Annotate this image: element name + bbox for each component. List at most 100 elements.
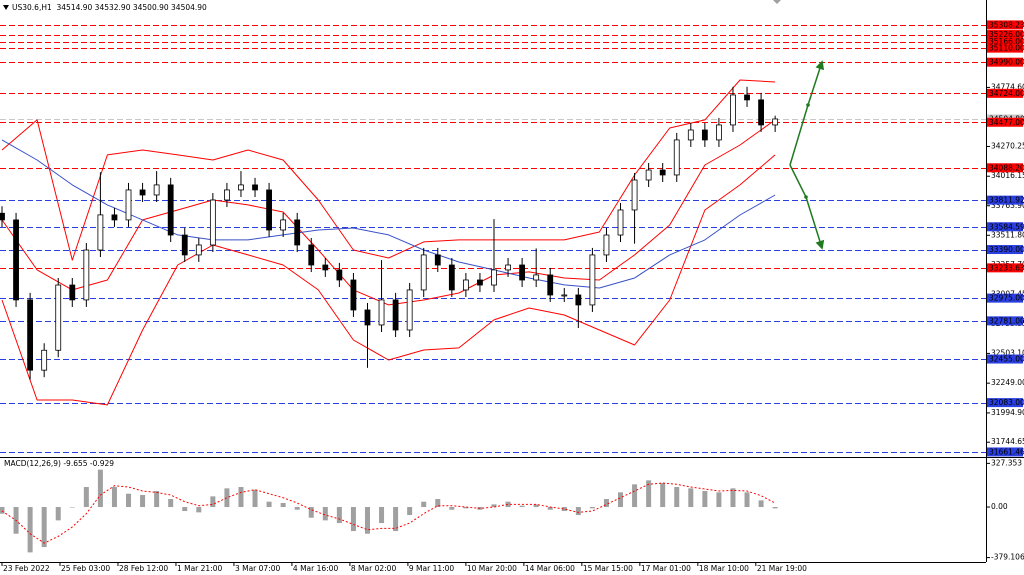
macd-bar — [224, 488, 230, 508]
macd-bar — [393, 507, 399, 532]
macd-bar — [238, 487, 244, 508]
level-label-box — [987, 195, 1023, 205]
macd-bar — [252, 489, 258, 508]
macd-bar — [294, 507, 300, 510]
level-label: 35166.00 — [989, 37, 1024, 46]
y-tick-label: -379.106 — [991, 553, 1024, 562]
level-label: 32781.00 — [989, 316, 1024, 325]
candle-body — [645, 169, 652, 181]
indicator-line — [1, 119, 776, 306]
candle-body — [280, 219, 287, 231]
candle-body — [111, 214, 118, 221]
candle-body — [167, 184, 174, 236]
x-tick-label: 25 Feb 03:00 — [61, 564, 110, 573]
x-tick-label: 28 Feb 12:00 — [119, 564, 168, 573]
level-label: 35308.23 — [989, 20, 1024, 29]
y-tick-label: 34016.15 — [991, 171, 1024, 180]
y-tick-label: 34774.60 — [991, 82, 1024, 91]
level-label: 34088.20 — [989, 163, 1024, 172]
candle-body — [195, 244, 202, 256]
candle-body — [252, 184, 258, 191]
candle-body — [364, 309, 371, 326]
level-label: 34724.00 — [989, 89, 1024, 98]
candle-body — [561, 294, 568, 297]
macd-bar — [55, 507, 61, 521]
level-label-box — [987, 316, 1023, 326]
candle-body — [83, 249, 90, 301]
macd-bar — [379, 507, 385, 524]
y-tick-label: 32503.10 — [991, 348, 1024, 357]
macd-bar — [126, 493, 132, 508]
candle-body — [716, 124, 722, 141]
macd-bar — [632, 484, 638, 508]
x-tick-label: 10 Mar 20:00 — [467, 564, 517, 573]
candle-body — [575, 294, 582, 306]
candle-body — [322, 264, 329, 271]
candle-body — [0, 212, 5, 221]
candle-body — [448, 264, 455, 291]
macd-bar — [561, 507, 567, 512]
candle-body — [350, 279, 357, 311]
candle-body — [772, 118, 779, 126]
y-tick-label: 33763.90 — [991, 201, 1024, 210]
y-tick-label: 33511.80 — [991, 230, 1024, 239]
macd-bar — [421, 501, 427, 508]
level-label: 33584.59 — [989, 222, 1024, 231]
macd-bar — [603, 499, 609, 508]
x-tick-label: 3 Mar 07:00 — [235, 564, 281, 573]
x-tick-label: 21 Mar 19:00 — [757, 564, 807, 573]
candle-body — [224, 189, 230, 201]
candle-body — [673, 139, 680, 176]
level-label: 35226.00 — [989, 30, 1024, 39]
candle-body — [209, 199, 216, 246]
level-label: 32083.00 — [989, 398, 1024, 407]
macd-title: MACD(12,26,9) -9.655 -0.929 — [4, 459, 114, 468]
candle-body — [238, 184, 244, 191]
y-tick-label: 32249.00 — [991, 378, 1024, 387]
candle-body — [153, 184, 160, 196]
candle-body — [27, 299, 34, 371]
macd-bar — [111, 487, 117, 508]
level-label-box — [987, 163, 1023, 173]
candle-body — [69, 284, 76, 301]
arrow-node — [804, 195, 808, 199]
level-label-box — [987, 293, 1023, 303]
y-tick-label: 327.353 — [991, 458, 1022, 467]
macd-bar — [41, 507, 47, 548]
macd-bar — [449, 507, 455, 510]
menu-triangle[interactable] — [3, 5, 9, 10]
macd-bar — [280, 503, 286, 508]
candle-body — [744, 94, 750, 101]
level-label: 34990.00 — [989, 58, 1024, 67]
x-tick-label: 18 Mar 10:00 — [699, 564, 749, 573]
macd-bar — [575, 507, 581, 516]
level-label-box — [987, 398, 1023, 408]
macd-bar — [83, 487, 89, 508]
macd-bar — [350, 507, 356, 532]
macd-bar — [660, 483, 666, 508]
macd-bar — [154, 491, 160, 508]
macd-bar — [266, 501, 272, 508]
candle-body — [462, 279, 469, 291]
y-tick-label: 0.00 — [991, 502, 1008, 511]
level-label: 33233.63 — [989, 263, 1024, 272]
level-label-box — [987, 30, 1023, 40]
level-label-box — [987, 447, 1023, 457]
candle-body — [294, 219, 301, 246]
level-label: 33811.92 — [989, 196, 1024, 205]
level-label-box — [987, 245, 1023, 255]
level-label-box — [987, 354, 1023, 364]
macd-bar — [505, 501, 511, 508]
macd-bar — [210, 496, 216, 508]
macd-bar — [547, 507, 553, 510]
candle-body — [392, 299, 399, 331]
y-tick-label: 34270.25 — [991, 141, 1024, 150]
candle-body — [308, 244, 315, 266]
candle-body — [758, 99, 764, 126]
x-tick-label: 9 Mar 11:00 — [409, 564, 455, 573]
candle-body — [519, 264, 526, 281]
macd-bar — [688, 488, 694, 508]
level-label-box — [987, 37, 1023, 47]
candle-body — [406, 289, 413, 331]
